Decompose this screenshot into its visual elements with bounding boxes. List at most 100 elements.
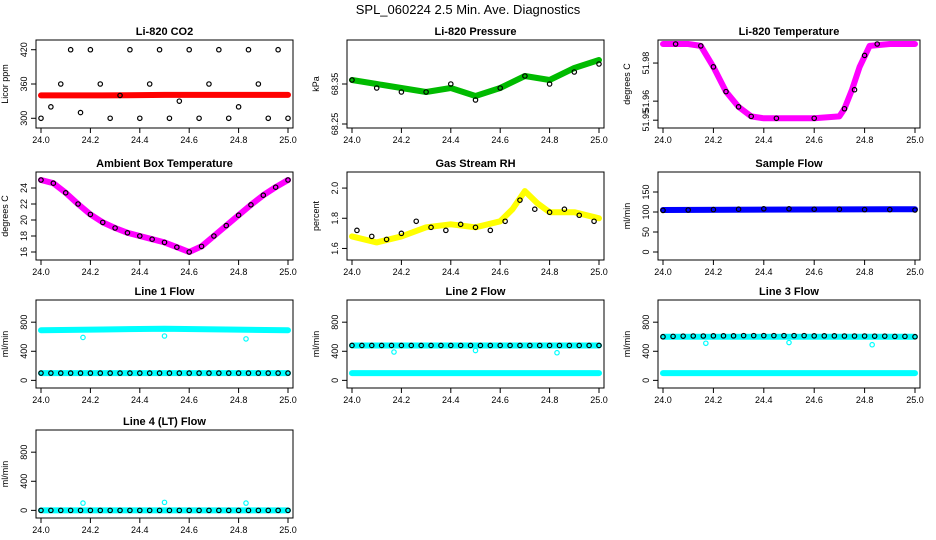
data-point (748, 113, 755, 120)
data-point (912, 333, 918, 340)
y-tick-label: 400 (19, 344, 29, 359)
data-point (97, 507, 104, 514)
data-point (591, 218, 597, 225)
data-point (886, 206, 893, 213)
y-tick-label: 420 (19, 42, 29, 57)
x-tick-label: 25.0 (906, 135, 924, 145)
series-band-1 (660, 206, 918, 213)
data-point (38, 507, 44, 514)
data-point (561, 206, 568, 213)
y-axis-label: percent (311, 200, 321, 231)
data-point (186, 249, 193, 255)
chart-title: Line 2 Flow (446, 286, 506, 298)
chart-panel-2: Li-820 Pressure kPa 24.0 24.2 24.4 24.6 24.8 25… (311, 26, 608, 145)
data-point (77, 507, 84, 514)
data-point (235, 212, 242, 219)
data-point (248, 202, 254, 208)
data-point (206, 81, 212, 87)
data-point (235, 104, 242, 110)
data-point (871, 333, 878, 339)
data-point (391, 349, 397, 355)
data-point (245, 507, 252, 514)
data-point (146, 81, 153, 87)
data-point (255, 507, 262, 514)
data-point (398, 89, 405, 95)
x-tick-label: 24.0 (343, 267, 361, 277)
data-point (149, 236, 155, 243)
data-point (586, 342, 592, 349)
data-point (67, 46, 74, 53)
data-point (831, 333, 838, 339)
x-tick-label: 24.4 (131, 267, 149, 277)
x-tick-label: 24.2 (393, 395, 411, 405)
y-tick-label: 800 (19, 445, 29, 460)
data-point (546, 342, 553, 349)
data-point (740, 332, 747, 339)
plot-frame (35, 39, 294, 129)
data-point (243, 500, 249, 506)
x-tick-label: 24.8 (856, 395, 874, 405)
data-point (566, 342, 573, 349)
x-tick-label: 24.8 (541, 135, 559, 145)
data-point (117, 370, 123, 376)
data-point (472, 97, 479, 103)
data-point (50, 180, 57, 187)
y-tick-label: 0 (19, 508, 29, 513)
data-point (349, 342, 355, 349)
data-point (166, 370, 173, 376)
y-axis-label: ml/min (0, 461, 10, 488)
x-tick-label: 24.2 (705, 395, 723, 405)
data-point (107, 115, 113, 122)
y-tick-label: 22 (19, 199, 29, 209)
data-point (368, 342, 375, 349)
data-point (771, 332, 777, 339)
data-point (62, 190, 69, 196)
x-tick-label: 25.0 (590, 395, 608, 405)
data-point (174, 244, 180, 251)
data-point (38, 115, 44, 122)
data-point (477, 342, 484, 349)
data-point (245, 370, 252, 376)
x-tick-label: 24.2 (393, 267, 411, 277)
x-tick-label: 24.0 (343, 135, 361, 145)
data-point (260, 192, 267, 199)
data-point (117, 92, 123, 99)
y-tick-label: 18 (19, 231, 29, 241)
data-point (811, 115, 818, 122)
data-point (137, 233, 143, 239)
y-tick-label: 100 (641, 204, 651, 219)
data-point (869, 341, 875, 348)
data-point (275, 46, 281, 53)
data-point (124, 230, 131, 236)
data-point (80, 500, 86, 506)
data-point (680, 333, 686, 339)
x-tick-label: 25.0 (279, 525, 297, 535)
data-point (186, 46, 193, 53)
data-point (378, 342, 385, 349)
data-point (750, 332, 757, 339)
data-point (161, 499, 168, 506)
data-point (428, 224, 434, 231)
chart-title: Line 3 Flow (759, 286, 819, 298)
chart-title: Li-820 Pressure (435, 26, 517, 38)
y-axis-label: ml/min (311, 331, 321, 358)
data-point (38, 177, 44, 183)
data-point (472, 224, 479, 231)
x-tick-label: 24.0 (32, 525, 50, 535)
data-point (383, 236, 390, 243)
y-tick-label: 68.35 (330, 73, 340, 96)
x-tick-label: 24.4 (131, 525, 149, 535)
data-point (359, 342, 365, 349)
data-point (487, 342, 494, 349)
data-point (38, 370, 44, 376)
data-point (881, 333, 888, 339)
data-point (596, 61, 602, 67)
data-point (531, 206, 538, 213)
data-point (225, 115, 232, 122)
data-point (700, 333, 707, 339)
chart-title: Gas Stream RH (435, 158, 515, 170)
y-tick-label: 50 (641, 227, 651, 237)
x-tick-label: 25.0 (279, 135, 297, 145)
data-point (596, 342, 602, 349)
data-point (502, 218, 508, 225)
